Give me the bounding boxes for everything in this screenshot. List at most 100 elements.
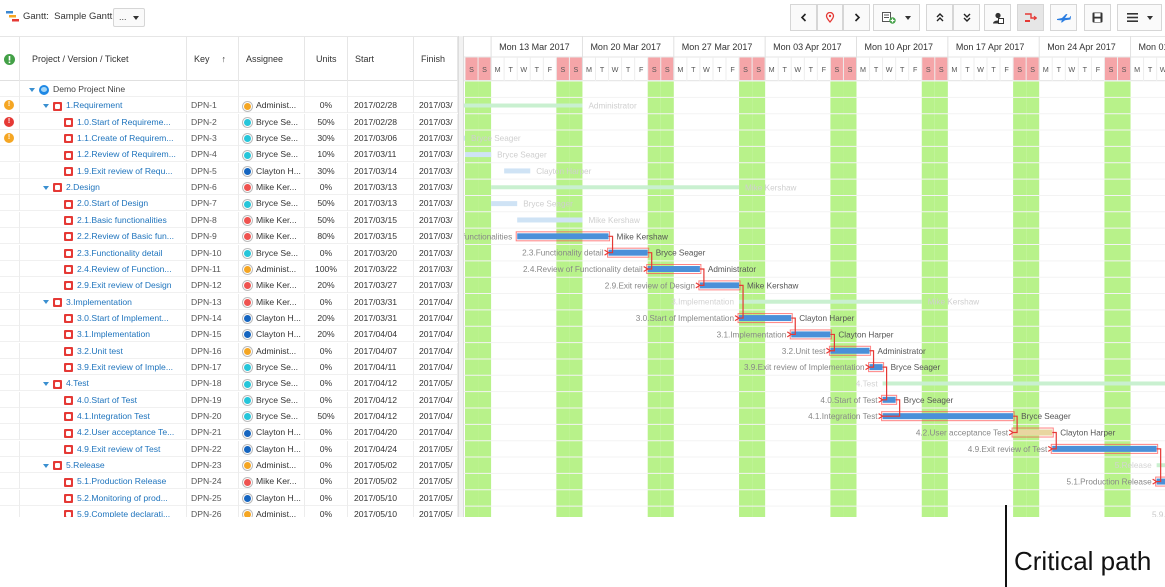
name-cell[interactable]: 3.0.Start of Implement... xyxy=(20,309,187,326)
start-column-header[interactable]: Start xyxy=(348,37,414,81)
baseline-button[interactable] xyxy=(1050,4,1077,31)
name-cell[interactable]: 4.1.Integration Test xyxy=(20,408,187,424)
ticket-row[interactable]: 2.2.Review of Basic fun... DPN-9 Mike Ker.… xyxy=(0,228,458,245)
task-bar xyxy=(465,152,492,158)
assignee-column-header[interactable]: Assignee xyxy=(239,37,305,81)
name-cell[interactable]: 1.1.Create of Requirem... xyxy=(20,130,187,147)
collapse-all-button[interactable] xyxy=(953,4,980,31)
name-cell[interactable]: 4.9.Exit review of Test xyxy=(20,440,187,457)
add-task-button[interactable] xyxy=(873,4,920,31)
ticket-row[interactable]: 4.0.Start of Test DPN-19 Bryce Se... 0% 2017… xyxy=(0,391,458,408)
ticket-row[interactable]: 5.9.Complete declarati... DPN-26 Administ.… xyxy=(0,506,458,517)
critical-task-bar[interactable] xyxy=(882,413,1014,420)
ticket-row[interactable]: 5.2.Monitoring of prod... DPN-25 Clayton H… xyxy=(0,489,458,506)
prev-button[interactable] xyxy=(790,4,817,31)
pane-splitter[interactable] xyxy=(458,36,464,517)
critical-task-bar[interactable] xyxy=(1052,445,1157,452)
name-cell[interactable]: 5.Release xyxy=(20,457,187,474)
name-cell[interactable]: 2.2.Review of Basic fun... xyxy=(20,228,187,245)
version-row[interactable]: 2.Design DPN-6 Mike Ker... 0% 2017/03/13 2017… xyxy=(0,179,458,196)
ticket-row[interactable]: 3.0.Start of Implement... DPN-14 Clayton H… xyxy=(0,309,458,326)
ticket-row[interactable]: 4.2.User acceptance Te... DPN-21 Clayton H… xyxy=(0,424,458,441)
key-column-header[interactable]: Key ↑ xyxy=(187,37,239,81)
next-button[interactable] xyxy=(843,4,870,31)
name-cell[interactable]: 1.Requirement xyxy=(20,97,187,114)
ticket-row[interactable]: 2.4.Review of Function... DPN-11 Administ.… xyxy=(0,260,458,277)
expand-toggle-icon[interactable] xyxy=(43,300,49,305)
gantt-selector-dropdown[interactable]: ... xyxy=(113,8,145,27)
ticket-row[interactable]: ! 1.1.Create of Requirem... DPN-3 Bryce Se.… xyxy=(0,130,458,147)
key-cell: DPN-1 xyxy=(187,97,239,114)
version-row[interactable]: 5.Release DPN-23 Administ... 0% 2017/05/02 20… xyxy=(0,457,458,474)
expand-toggle-icon[interactable] xyxy=(43,382,49,387)
ticket-row[interactable]: 1.2.Review of Requirem... DPN-4 Bryce Se..… xyxy=(0,146,458,163)
resource-button[interactable] xyxy=(984,4,1011,31)
name-cell[interactable]: 1.9.Exit review of Requ... xyxy=(20,162,187,179)
ticket-row[interactable]: 3.1.Implementation DPN-15 Clayton H... 20% 2… xyxy=(0,326,458,343)
ticket-icon xyxy=(64,363,73,373)
ticket-row[interactable]: 1.9.Exit review of Requ... DPN-5 Clayton H… xyxy=(0,162,458,179)
name-cell[interactable]: 1.0.Start of Requireme... xyxy=(20,113,187,130)
today-button[interactable] xyxy=(817,4,843,31)
critical-task-bar[interactable] xyxy=(699,282,740,289)
expand-toggle-icon[interactable] xyxy=(43,104,49,109)
critical-task-bar[interactable] xyxy=(869,364,883,371)
ticket-row[interactable]: 4.9.Exit review of Test DPN-22 Clayton H..… xyxy=(0,440,458,457)
menu-button[interactable] xyxy=(1117,4,1162,31)
version-row[interactable]: ! 1.Requirement DPN-1 Administ... 0% 2017/02/… xyxy=(0,97,458,114)
ticket-row[interactable]: 2.9.Exit review of Design DPN-12 Mike Ker.… xyxy=(0,277,458,294)
name-cell[interactable]: 2.1.Basic functionalities xyxy=(20,211,187,228)
name-cell[interactable]: 4.Test xyxy=(20,375,187,392)
critical-task-bar[interactable] xyxy=(830,347,870,354)
name-cell[interactable]: 2.3.Functionality detail xyxy=(20,244,187,261)
finish-column-header[interactable]: Finish xyxy=(414,37,458,81)
critical-task-bar[interactable] xyxy=(517,233,609,240)
name-cell[interactable]: 3.9.Exit review of Imple... xyxy=(20,358,187,375)
units-column-header[interactable]: Units xyxy=(305,37,348,81)
bar-assignee-label: Bryce Seager xyxy=(1021,412,1071,421)
critical-path-button[interactable] xyxy=(1017,4,1044,31)
units-cell: 0% xyxy=(305,391,348,408)
name-cell[interactable]: 3.2.Unit test xyxy=(20,342,187,359)
warning-column-header[interactable] xyxy=(0,37,20,81)
version-row[interactable]: 3.Implementation DPN-13 Mike Ker... 0% 2017/… xyxy=(0,293,458,310)
name-cell[interactable]: 2.9.Exit review of Design xyxy=(20,277,187,294)
name-cell[interactable]: 2.4.Review of Function... xyxy=(20,260,187,277)
critical-task-bar[interactable] xyxy=(608,249,648,256)
save-button[interactable] xyxy=(1084,4,1111,31)
ticket-row[interactable]: 4.1.Integration Test DPN-20 Bryce Se... 50%… xyxy=(0,408,458,424)
ticket-row[interactable]: 2.3.Functionality detail DPN-10 Bryce Se..… xyxy=(0,244,458,261)
name-cell[interactable]: 1.2.Review of Requirem... xyxy=(20,146,187,163)
version-row[interactable]: 4.Test DPN-18 Bryce Se... 0% 2017/04/12 2017/… xyxy=(0,375,458,392)
expand-toggle-icon[interactable] xyxy=(43,463,49,468)
key-cell: DPN-5 xyxy=(187,162,239,179)
units-cell: 50% xyxy=(305,211,348,228)
critical-task-bar[interactable] xyxy=(647,266,700,273)
name-cell[interactable]: 4.2.User acceptance Te... xyxy=(20,424,187,441)
ticket-row[interactable]: 2.1.Basic functionalities DPN-8 Mike Ker..… xyxy=(0,211,458,228)
project-row[interactable]: Demo Project Nine xyxy=(0,81,458,97)
name-cell[interactable]: 5.9.Complete declarati... xyxy=(20,506,187,517)
ticket-row[interactable]: 2.0.Start of Design DPN-7 Bryce Se... 50% 20… xyxy=(0,195,458,212)
name-cell[interactable]: 3.1.Implementation xyxy=(20,326,187,343)
critical-task-bar[interactable] xyxy=(882,396,896,403)
dependency-link xyxy=(868,350,875,368)
ticket-row[interactable]: ! 1.0.Start of Requireme... DPN-2 Bryce Se.… xyxy=(0,113,458,130)
expand-all-button[interactable] xyxy=(926,4,953,31)
ticket-row[interactable]: 3.9.Exit review of Imple... DPN-17 Bryce S… xyxy=(0,358,458,375)
critical-task-bar[interactable] xyxy=(739,315,792,322)
name-cell[interactable]: 4.0.Start of Test xyxy=(20,391,187,408)
name-cell[interactable]: 3.Implementation xyxy=(20,293,187,310)
name-cell[interactable]: 2.0.Start of Design xyxy=(20,195,187,212)
expand-toggle-icon[interactable] xyxy=(43,185,49,190)
name-column-header[interactable]: Project / Version / Ticket xyxy=(20,37,187,81)
ticket-row[interactable]: 3.2.Unit test DPN-16 Administ... 0% 2017/04/… xyxy=(0,342,458,359)
critical-task-bar[interactable] xyxy=(791,331,831,338)
name-cell[interactable]: 5.1.Production Release xyxy=(20,473,187,490)
name-cell[interactable]: 2.Design xyxy=(20,179,187,196)
name-cell[interactable]: 5.2.Monitoring of prod... xyxy=(20,489,187,506)
ticket-row[interactable]: 5.1.Production Release DPN-24 Mike Ker... 0… xyxy=(0,473,458,490)
expand-toggle-icon[interactable] xyxy=(29,87,35,92)
critical-task-bar[interactable] xyxy=(1013,429,1053,436)
name-cell[interactable]: Demo Project Nine xyxy=(20,81,187,97)
